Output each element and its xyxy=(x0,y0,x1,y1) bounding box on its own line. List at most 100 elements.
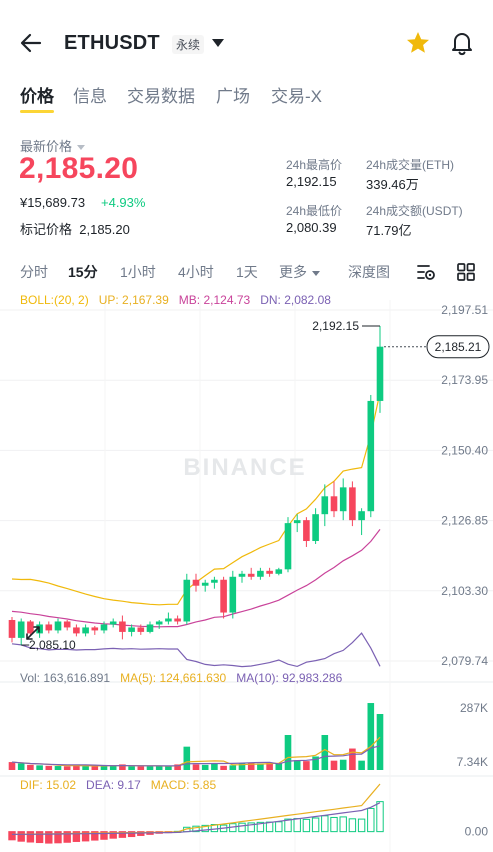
macd-histogram-bar xyxy=(302,818,311,833)
interval-1h[interactable]: 1小时 xyxy=(120,264,156,280)
annotations: 2,185.21 2,192.15 2,085.10 xyxy=(21,319,490,652)
candle xyxy=(100,621,108,634)
last-price-label[interactable]: 最新价格 xyxy=(20,136,86,155)
price-tick-label: 2,150.40 xyxy=(441,443,488,457)
depth-chart-tab[interactable]: 深度图 xyxy=(348,264,390,280)
candle-body xyxy=(146,624,154,632)
macd-histogram-bar xyxy=(339,816,347,833)
volume-bar xyxy=(201,764,209,770)
interval-more[interactable]: 更多 xyxy=(279,262,320,282)
volume-bar xyxy=(91,766,99,770)
tab-info[interactable]: 信息 xyxy=(73,87,107,106)
tab-price[interactable]: 价格 xyxy=(20,87,54,106)
indicator-settings-icon[interactable] xyxy=(416,262,436,282)
candle-body xyxy=(54,621,62,631)
volume-bar xyxy=(293,760,301,770)
candle xyxy=(349,481,356,527)
interval-4h[interactable]: 4小时 xyxy=(178,264,214,280)
candle xyxy=(17,618,25,646)
interval-bar: 分时 15分 1小时 4小时 1天 更多 深度图 xyxy=(0,260,493,284)
candle xyxy=(275,567,283,576)
macd-value: MACD: 5.85 xyxy=(150,778,217,792)
volume-bar xyxy=(45,765,53,770)
boll-lower-line xyxy=(11,632,381,668)
expand-icon-path xyxy=(26,626,40,640)
candle xyxy=(146,621,154,634)
macd-histogram-bar xyxy=(127,831,136,838)
macd-dea: DEA: 9.17 xyxy=(86,778,141,792)
macd-histogram-bar xyxy=(201,824,209,833)
candle-body xyxy=(201,582,209,586)
volume-bar xyxy=(376,714,384,770)
macd-histogram-bar xyxy=(45,831,53,844)
candle-body xyxy=(376,346,384,401)
interval-timeline[interactable]: 分时 xyxy=(20,264,48,280)
macd-tick-label: 0.00 xyxy=(465,825,489,839)
candle-body xyxy=(257,570,264,577)
macd-histogram-bar xyxy=(348,818,357,833)
macd-histogram-bar xyxy=(311,817,320,833)
tab-trade-x[interactable]: 交易-X xyxy=(271,87,322,106)
candle-body xyxy=(119,621,126,632)
volume-bar xyxy=(82,765,89,770)
boll-legend[interactable]: BOLL:(20, 2) UP: 2,167.39 MB: 2,124.73 D… xyxy=(20,293,331,307)
bell-icon[interactable] xyxy=(450,30,474,56)
candle xyxy=(211,576,218,589)
volume-bar xyxy=(128,766,135,770)
macd-histogram-bar xyxy=(238,822,246,833)
candle xyxy=(63,619,71,631)
candle xyxy=(192,573,200,592)
candle xyxy=(229,570,237,619)
boll-dn: DN: 2,082.08 xyxy=(260,293,331,307)
macd-histogram-bar xyxy=(275,821,283,833)
candle-body xyxy=(349,487,356,521)
kline-chart[interactable]: BINANCE 2,197.51 2,173.95 2,150.40 2,126.85… xyxy=(0,300,493,852)
symbol-title[interactable]: ETHUSDT xyxy=(64,32,160,54)
volume-bar xyxy=(109,765,117,770)
macd-histogram-bar xyxy=(321,815,329,833)
volume-legend[interactable]: Vol: 163,616.891 MA(5): 124,661.630 MA(1… xyxy=(20,671,342,685)
candle-body xyxy=(293,520,301,524)
low-value: 2,080.39 xyxy=(286,220,337,235)
candle xyxy=(238,570,246,583)
candle-body xyxy=(100,624,108,631)
expand-icon xyxy=(26,626,40,640)
price-tick-label: 2,079.74 xyxy=(441,654,488,668)
arrow-left-icon[interactable] xyxy=(18,30,44,56)
interval-15m[interactable]: 15分 xyxy=(68,264,98,280)
macd-legend[interactable]: DIF: 15.02 DEA: 9.17 MACD: 5.85 xyxy=(20,778,216,792)
tab-trading-data[interactable]: 交易数据 xyxy=(127,87,195,106)
candle-body xyxy=(8,619,16,638)
low-label: 24h最低价 xyxy=(286,204,343,218)
current-price-tag xyxy=(426,335,490,359)
candle xyxy=(155,619,163,629)
volume-bar xyxy=(174,764,181,770)
candle xyxy=(27,619,34,637)
layout-grid-icon[interactable] xyxy=(456,262,476,282)
star-icon[interactable] xyxy=(405,30,431,56)
volume-bar xyxy=(247,762,255,770)
candle-body xyxy=(367,400,375,512)
candle-body xyxy=(321,496,329,515)
candle-body xyxy=(358,511,365,521)
volume-ma5: MA(5): 124,661.630 xyxy=(120,671,227,685)
candle-body xyxy=(91,627,99,631)
caret-down-icon xyxy=(77,145,86,151)
volume-eth-label: 24h成交量(ETH) xyxy=(366,158,455,172)
candle xyxy=(220,576,227,619)
candle-body xyxy=(284,523,292,570)
macd-histogram-bar xyxy=(247,822,255,833)
volume-tick-label: 287K xyxy=(460,701,488,715)
tab-square[interactable]: 广场 xyxy=(216,87,250,106)
volume-bar xyxy=(229,765,237,770)
candle-body xyxy=(312,514,319,542)
high-label: 24h最高价 xyxy=(286,158,343,172)
candle xyxy=(330,481,338,518)
interval-1d[interactable]: 1天 xyxy=(236,264,258,280)
caret-down-icon[interactable] xyxy=(212,39,224,47)
candle xyxy=(367,394,375,518)
volume-bar xyxy=(284,735,292,770)
macd-histogram-bar xyxy=(118,831,127,838)
price-tick-label: 2,103.30 xyxy=(441,584,488,598)
macd-histogram-bar xyxy=(330,816,338,833)
